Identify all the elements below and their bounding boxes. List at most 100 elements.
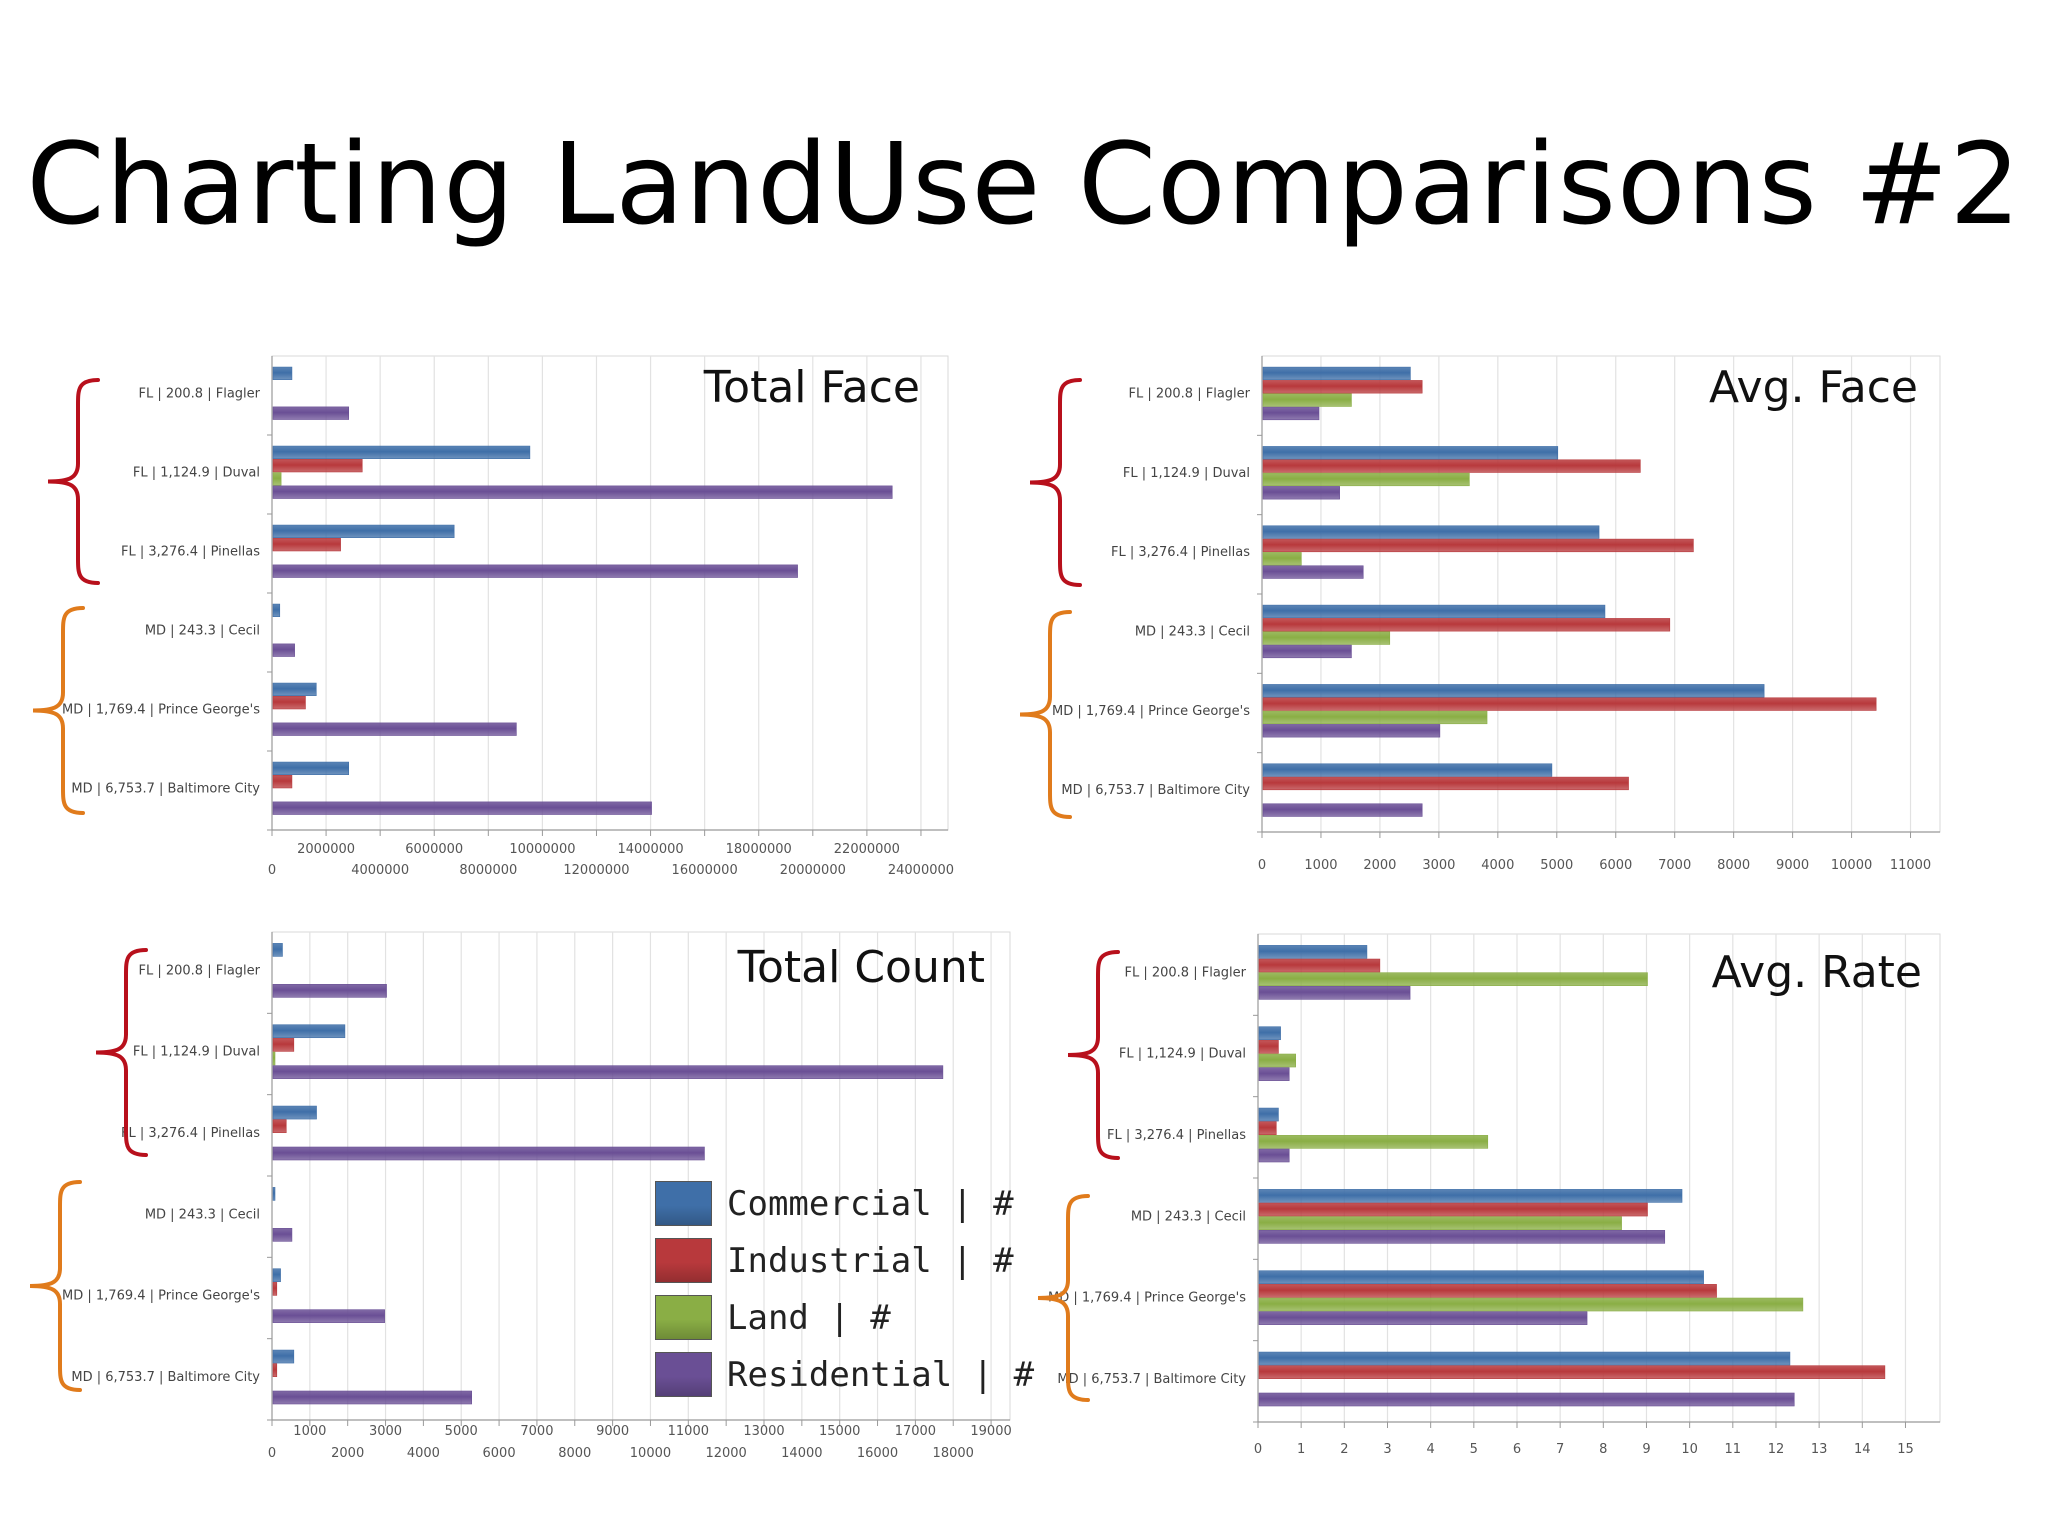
legend-item-land: Land | # xyxy=(655,1289,1034,1346)
x-tick-label: 12 xyxy=(1768,1442,1785,1457)
slide-title: Charting LandUse Comparisons #2 xyxy=(26,120,2022,250)
chart-title: Total Face xyxy=(703,362,920,413)
legend-label: Commercial | # xyxy=(727,1183,1014,1224)
bracket-md-group xyxy=(29,1180,82,1392)
category-label-md-6-753-7-baltimore-city: MD | 6,753.7 | Baltimore City xyxy=(71,1370,260,1385)
bar-commercial-fl-1-124-9-duval xyxy=(272,445,531,459)
bar-residential-md-243-3-cecil xyxy=(1258,1230,1666,1244)
x-tick-label: 18000 xyxy=(933,1446,974,1461)
legend-label: Residential | # xyxy=(727,1354,1035,1395)
bar-commercial-md-6-753-7-baltimore-city xyxy=(272,761,350,775)
bracket-md-group xyxy=(1019,610,1072,819)
bar-industrial-md-243-3-cecil xyxy=(1262,618,1671,632)
bracket-md-group xyxy=(1037,1194,1090,1402)
category-label-md-243-3-cecil: MD | 243.3 | Cecil xyxy=(145,623,260,638)
bar-commercial-fl-200-8-flagler xyxy=(1258,945,1368,959)
bar-residential-fl-3-276-4-pinellas xyxy=(272,564,798,578)
bar-residential-fl-1-124-9-duval xyxy=(272,1065,944,1079)
x-tick-label: 16000 xyxy=(857,1446,898,1461)
x-tick-label: 2 xyxy=(1340,1442,1348,1457)
bar-residential-md-243-3-cecil xyxy=(272,1228,293,1242)
category-label-md-243-3-cecil: MD | 243.3 | Cecil xyxy=(1131,1209,1246,1224)
bar-industrial-fl-1-124-9-duval xyxy=(272,459,363,473)
x-tick-label: 9000 xyxy=(1776,858,1809,873)
bar-land-fl-200-8-flagler xyxy=(1262,393,1352,407)
bar-industrial-md-1-769-4-prince-george-s xyxy=(1258,1284,1717,1298)
x-tick-label: 18000000 xyxy=(726,842,792,857)
bar-industrial-md-1-769-4-prince-george-s xyxy=(272,696,306,710)
x-tick-label: 22000000 xyxy=(834,842,900,857)
legend-item-industrial: Industrial | # xyxy=(655,1232,1034,1289)
category-label-fl-3-276-4-pinellas: FL | 3,276.4 | Pinellas xyxy=(121,544,260,559)
x-tick-label: 15 xyxy=(1897,1442,1914,1457)
bar-industrial-fl-1-124-9-duval xyxy=(1258,1040,1279,1054)
bar-residential-fl-3-276-4-pinellas xyxy=(272,1146,705,1161)
x-tick-label: 17000 xyxy=(895,1424,936,1439)
bar-industrial-md-1-769-4-prince-george-s xyxy=(1262,697,1877,711)
bar-residential-fl-1-124-9-duval xyxy=(1262,486,1340,500)
chart-total-count: 0 2000 4000 6000 8000 10000 12000 14000 16000 180… xyxy=(29,931,1012,1461)
x-tick-label: 4000 xyxy=(1481,858,1514,873)
bar-land-md-1-769-4-prince-george-s xyxy=(1258,1297,1804,1312)
x-tick-label: 14000 xyxy=(781,1446,822,1461)
bar-industrial-fl-3-276-4-pinellas xyxy=(1258,1121,1277,1136)
bar-land-fl-3-276-4-pinellas xyxy=(1258,1135,1489,1149)
bar-residential-fl-3-276-4-pinellas xyxy=(1258,1148,1290,1163)
bar-commercial-md-1-769-4-prince-george-s xyxy=(272,1268,281,1283)
bar-commercial-fl-200-8-flagler xyxy=(1262,366,1411,381)
x-tick-label: 12000000 xyxy=(563,863,629,878)
legend-item-commercial: Commercial | # xyxy=(655,1175,1034,1232)
category-label-md-6-753-7-baltimore-city: MD | 6,753.7 | Baltimore City xyxy=(71,781,260,796)
bar-residential-md-1-769-4-prince-george-s xyxy=(272,1309,385,1323)
x-tick-label: 4 xyxy=(1427,1442,1435,1457)
bar-commercial-md-1-769-4-prince-george-s xyxy=(1258,1270,1704,1285)
x-tick-label: 14 xyxy=(1854,1442,1871,1457)
bar-industrial-md-243-3-cecil xyxy=(1258,1202,1648,1217)
x-tick-label: 11000 xyxy=(668,1424,709,1439)
bar-commercial-fl-1-124-9-duval xyxy=(1262,446,1559,460)
x-tick-label: 8000 xyxy=(1717,858,1750,873)
bar-industrial-md-6-753-7-baltimore-city xyxy=(1262,776,1629,791)
category-label-md-1-769-4-prince-george-s: MD | 1,769.4 | Prince George's xyxy=(62,702,260,717)
x-tick-label: 7000 xyxy=(1658,858,1691,873)
bar-commercial-fl-3-276-4-pinellas xyxy=(1262,525,1600,539)
bracket-fl-group xyxy=(95,948,148,1157)
bracket-md-group xyxy=(32,606,85,815)
bar-residential-md-1-769-4-prince-george-s xyxy=(272,722,517,736)
bar-commercial-fl-3-276-4-pinellas xyxy=(272,1105,317,1120)
bar-industrial-md-1-769-4-prince-george-s xyxy=(272,1282,278,1296)
x-tick-label: 8 xyxy=(1599,1442,1607,1457)
bar-commercial-fl-3-276-4-pinellas xyxy=(272,524,455,538)
bar-commercial-md-1-769-4-prince-george-s xyxy=(1262,684,1765,698)
x-tick-label: 4000 xyxy=(407,1446,440,1461)
chart-legend: Commercial | # Industrial | # Land | # R… xyxy=(655,1175,1034,1403)
chart-title: Avg. Rate xyxy=(1712,947,1922,998)
bar-residential-md-1-769-4-prince-george-s xyxy=(1258,1311,1588,1325)
bracket-fl-group xyxy=(1029,378,1082,587)
x-tick-label: 11 xyxy=(1725,1442,1742,1457)
bar-commercial-md-1-769-4-prince-george-s xyxy=(272,682,317,696)
x-tick-label: 7000 xyxy=(520,1424,553,1439)
category-label-md-6-753-7-baltimore-city: MD | 6,753.7 | Baltimore City xyxy=(1057,1372,1246,1387)
bar-land-fl-200-8-flagler xyxy=(1258,972,1648,986)
x-tick-label: 10000000 xyxy=(509,842,575,857)
bar-commercial-fl-1-124-9-duval xyxy=(1258,1026,1281,1041)
x-tick-label: 4000000 xyxy=(351,863,409,878)
category-label-fl-200-8-flagler: FL | 200.8 | Flagler xyxy=(1125,965,1247,980)
bar-land-md-1-769-4-prince-george-s xyxy=(1262,710,1488,725)
bar-commercial-md-6-753-7-baltimore-city xyxy=(1258,1351,1791,1366)
bar-residential-fl-200-8-flagler xyxy=(272,984,387,998)
legend-swatch-industrial xyxy=(655,1238,712,1283)
x-tick-label: 8000 xyxy=(558,1446,591,1461)
x-tick-label: 14000000 xyxy=(617,842,683,857)
bar-residential-md-1-769-4-prince-george-s xyxy=(1262,724,1441,738)
x-tick-label: 10 xyxy=(1681,1442,1698,1457)
x-tick-label: 1000 xyxy=(293,1424,326,1439)
bar-industrial-md-6-753-7-baltimore-city xyxy=(272,775,293,789)
bar-commercial-fl-3-276-4-pinellas xyxy=(1258,1107,1279,1122)
x-tick-label: 20000000 xyxy=(780,863,846,878)
bar-land-fl-1-124-9-duval xyxy=(272,472,282,486)
category-label-fl-1-124-9-duval: FL | 1,124.9 | Duval xyxy=(133,465,260,480)
legend-swatch-commercial xyxy=(655,1181,712,1226)
bar-commercial-md-6-753-7-baltimore-city xyxy=(272,1349,295,1364)
